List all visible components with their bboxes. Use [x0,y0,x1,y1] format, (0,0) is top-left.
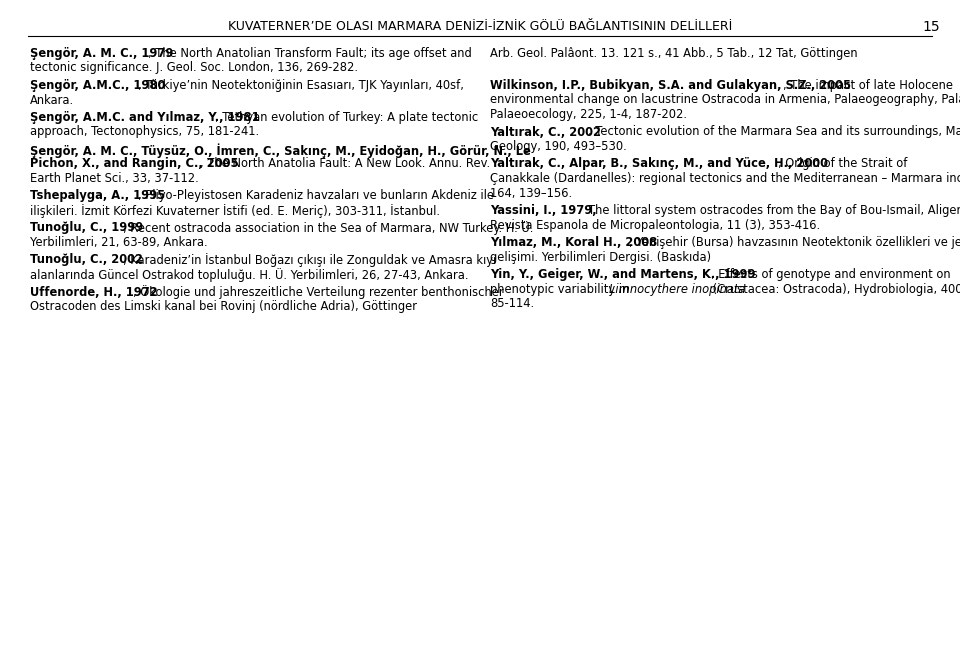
Text: , Tethyan evolution of Turkey: A plate tectonic: , Tethyan evolution of Turkey: A plate t… [215,111,478,124]
Text: Şengör, A.M.C. and Yılmaz, Y., 1981: Şengör, A.M.C. and Yılmaz, Y., 1981 [30,111,259,124]
Text: , The North Anatolia Fault: A New Look. Annu. Rev.: , The North Anatolia Fault: A New Look. … [200,157,490,170]
Text: tectonic significance. J. Geol. Soc. London, 136, 269-282.: tectonic significance. J. Geol. Soc. Lon… [30,61,358,74]
Text: phenotypic variability in: phenotypic variability in [490,282,633,295]
Text: 164, 139–156.: 164, 139–156. [490,186,572,199]
Text: Şengör, A.M.C., 1980: Şengör, A.M.C., 1980 [30,79,165,92]
Text: , Recent ostracoda association in the Sea of Marmara, NW Turkey. H. Ü.: , Recent ostracoda association in the Se… [123,222,533,236]
Text: Yerbilimleri, 21, 63-89, Ankara.: Yerbilimleri, 21, 63-89, Ankara. [30,236,207,249]
Text: , Türkiye’nin Neotektoniğinin Esasıarı, TJK Yayınları, 40sf,: , Türkiye’nin Neotektoniğinin Esasıarı, … [138,79,464,92]
Text: Pichon, X., and Rangin, C., 2005: Pichon, X., and Rangin, C., 2005 [30,157,238,170]
Text: The littoral system ostracodes from the Bay of Bou-Ismail, Aligers, Algeria.: The littoral system ostracodes from the … [588,204,960,217]
Text: Wilkinson, I.P., Bubikyan, S.A. and Gulakyan, S.Z., 2005: Wilkinson, I.P., Bubikyan, S.A. and Gula… [490,79,851,92]
Text: Ostracoden des Limski kanal bei Rovinj (nördliche Adria), Göttinger: Ostracoden des Limski kanal bei Rovinj (… [30,300,417,313]
Text: , Tectonic evolution of the Marmara Sea and its surroundings, Marine: , Tectonic evolution of the Marmara Sea … [588,126,960,138]
Text: Yassini, I., 1979,: Yassini, I., 1979, [490,204,596,217]
Text: Yaltırak, C., 2002: Yaltırak, C., 2002 [490,126,601,138]
Text: 15: 15 [923,20,940,34]
Text: alanlarında Güncel Ostrakod topluluğu. H. Ü. Yerbilimleri, 26, 27-43, Ankara.: alanlarında Güncel Ostrakod topluluğu. H… [30,268,468,282]
Text: approach, Tectonophysics, 75, 181-241.: approach, Tectonophysics, 75, 181-241. [30,126,259,138]
Text: Uffenorde, H., 1972: Uffenorde, H., 1972 [30,286,157,299]
Text: gelişimi. Yerbilimleri Dergisi. (Baskıda): gelişimi. Yerbilimleri Dergisi. (Baskıda… [490,251,711,263]
Text: Earth Planet Sci., 33, 37-112.: Earth Planet Sci., 33, 37-112. [30,172,199,185]
Text: , Effects of genotype and environment on: , Effects of genotype and environment on [711,268,951,281]
Text: KUVATERNER’DE OLASI MARMARA DENİZİ-İZNİK GÖLÜ BAĞLANTISININ DELİLLERİ: KUVATERNER’DE OLASI MARMARA DENİZİ-İZNİK… [228,20,732,33]
Text: Şengör, A. M. C., 1979: Şengör, A. M. C., 1979 [30,47,174,60]
Text: Geology, 190, 493–530.: Geology, 190, 493–530. [490,140,627,153]
Text: Tunoğlu, C., 2002: Tunoğlu, C., 2002 [30,253,143,266]
Text: Ankara.: Ankara. [30,93,74,107]
Text: , Karadeniz’in İstanbul Boğazı çıkışı ile Zonguldak ve Amasra kıyı: , Karadeniz’in İstanbul Boğazı çıkışı il… [123,253,496,267]
Text: , The impact of late Holocene: , The impact of late Holocene [783,79,953,92]
Text: Şengör, A. M. C., Tüysüz, O., İmren, C., Sakınç, M., Eyidoğan, H., Görür, N., Le: Şengör, A. M. C., Tüysüz, O., İmren, C.,… [30,143,531,157]
Text: Yılmaz, M., Koral H., 2008: Yılmaz, M., Koral H., 2008 [490,236,658,249]
Text: , Yenişehir (Bursa) havzasının Neotektonik özellikleri ve jeolojik: , Yenişehir (Bursa) havzasının Neotekton… [629,236,960,249]
Text: Limnocythere inopinata: Limnocythere inopinata [609,282,745,295]
Text: , Pliyo-Pleyistosen Karadeniz havzaları ve bunların Akdeniz ile: , Pliyo-Pleyistosen Karadeniz havzaları … [138,190,494,203]
Text: Yaltırak, C., Alpar, B., Sakınç, M., and Yüce, H., 2000: Yaltırak, C., Alpar, B., Sakınç, M., and… [490,157,828,170]
Text: Revista Espanola de Micropaleontologia, 11 (3), 353-416.: Revista Espanola de Micropaleontologia, … [490,218,820,232]
Text: environmental change on lacustrine Ostracoda in Armenia, Palaeogeography, Palaeo: environmental change on lacustrine Ostra… [490,93,960,107]
Text: ilişkileri. İzmit Körfezi Kuvaterner İstifi (ed. E. Meriç), 303-311, İstanbul.: ilişkileri. İzmit Körfezi Kuvaterner İst… [30,204,440,218]
Text: Yin, Y., Geiger, W., and Martens, K., 1999: Yin, Y., Geiger, W., and Martens, K., 19… [490,268,756,281]
Text: Çanakkale (Dardanelles): regional tectonics and the Mediterranean – Marmara incu: Çanakkale (Dardanelles): regional tecton… [490,172,960,185]
Text: , The North Anatolian Transform Fault; its age offset and: , The North Anatolian Transform Fault; i… [149,47,472,60]
Text: (Crustacea: Ostracoda), Hydrobiologia, 400,: (Crustacea: Ostracoda), Hydrobiologia, 4… [709,282,960,295]
Text: Arb. Geol. Palâont. 13. 121 s., 41 Abb., 5 Tab., 12 Tat, Göttingen: Arb. Geol. Palâont. 13. 121 s., 41 Abb.,… [490,47,857,60]
Text: , Ökologie und jahreszeitliche Verteilung rezenter benthonischer: , Ökologie und jahreszeitliche Verteilun… [132,286,504,299]
Text: , Origin of the Strait of: , Origin of the Strait of [779,157,907,170]
Text: Tshepalyga, A., 1995: Tshepalyga, A., 1995 [30,190,165,203]
Text: Palaeoecology, 225, 1-4, 187-202.: Palaeoecology, 225, 1-4, 187-202. [490,108,687,121]
Text: Tunoğlu, C., 1999: Tunoğlu, C., 1999 [30,222,143,234]
Text: 85-114.: 85-114. [490,297,534,310]
